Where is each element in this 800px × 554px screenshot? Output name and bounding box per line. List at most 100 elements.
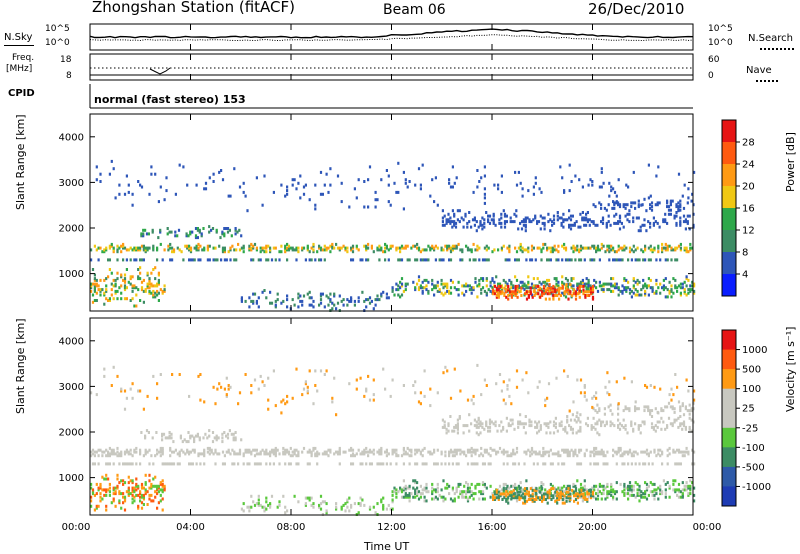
power-cell	[321, 248, 324, 252]
velocity-cell	[382, 507, 385, 511]
power-cell	[340, 246, 343, 250]
power-panel-frame	[89, 113, 694, 312]
velocity-cell	[583, 492, 586, 496]
power-cell	[114, 278, 117, 282]
power-cell	[485, 291, 488, 295]
velocity-cell	[193, 450, 196, 454]
velocity-cell	[547, 454, 551, 458]
power-cell	[578, 284, 581, 288]
power-cell	[142, 289, 145, 293]
power-cell	[380, 248, 383, 252]
velocity-cell	[533, 498, 536, 501]
velocity-cell	[287, 450, 291, 454]
velocity-cell	[416, 490, 419, 494]
velocity-cell	[230, 432, 233, 436]
velocity-cell	[474, 462, 477, 466]
velocity-cell	[528, 420, 531, 424]
velocity-cell	[543, 422, 546, 426]
power-cell	[527, 250, 530, 254]
velocity-cell	[453, 454, 456, 458]
velocity-cell	[110, 452, 113, 456]
velocity-cell	[421, 454, 424, 458]
velocity-cell	[436, 482, 439, 486]
power-cell	[97, 246, 100, 250]
power-cell	[122, 246, 125, 250]
velocity-cell	[572, 450, 575, 454]
power-cell	[671, 199, 674, 203]
power-cell	[140, 232, 143, 236]
velocity-cell	[174, 448, 177, 452]
power-cell	[644, 258, 647, 262]
power-cell	[476, 244, 479, 248]
velocity-cell	[278, 503, 281, 507]
velocity-cell	[139, 448, 142, 452]
velocity-cell	[544, 398, 547, 402]
power-cell	[189, 250, 193, 254]
velocity-cell	[604, 497, 607, 501]
velocity-cell	[612, 488, 615, 492]
power-cell	[478, 180, 481, 183]
power-cell	[481, 216, 484, 220]
velocity-cell	[419, 391, 422, 395]
power-cell	[636, 289, 639, 293]
power-cell	[639, 229, 642, 233]
power-cell	[376, 198, 379, 202]
velocity-cell	[342, 450, 345, 454]
power-cell	[572, 250, 575, 254]
power-cell	[191, 230, 194, 234]
power-cell	[408, 180, 411, 183]
velocity-cell	[355, 378, 358, 382]
velocity-cell	[558, 424, 561, 428]
power-cell	[445, 220, 448, 224]
velocity-cell	[148, 493, 151, 497]
power-cell	[558, 290, 561, 294]
power-cell	[448, 258, 451, 262]
power-cell	[167, 244, 170, 248]
power-cell	[642, 278, 645, 282]
power-cell	[215, 230, 218, 234]
velocity-cell	[621, 490, 624, 494]
power-cell	[331, 242, 334, 246]
velocity-cell	[448, 454, 451, 458]
velocity-cell	[312, 448, 315, 452]
power-cell	[131, 275, 134, 279]
velocity-cell	[508, 486, 511, 490]
velocity-cell	[466, 499, 470, 503]
power-cell	[687, 250, 690, 254]
velocity-cell	[677, 448, 681, 452]
power-cell	[465, 244, 468, 248]
velocity-cell	[391, 452, 394, 456]
velocity-cell	[613, 490, 617, 494]
velocity-cell	[321, 500, 324, 504]
velocity-cell	[263, 384, 266, 387]
power-cell	[280, 301, 283, 305]
power-cell	[617, 288, 620, 292]
power-cell	[120, 250, 123, 254]
velocity-cell	[615, 380, 618, 384]
power-cell	[472, 288, 475, 292]
power-cell	[581, 211, 584, 214]
velocity-cell	[417, 448, 421, 452]
power-cell	[116, 289, 119, 293]
velocity-cell	[131, 497, 134, 501]
velocity-cell	[613, 450, 617, 454]
velocity-cell	[653, 493, 656, 497]
power-cell	[617, 293, 620, 297]
power-cell	[632, 216, 635, 220]
velocity-cell	[632, 429, 635, 433]
power-cell	[514, 275, 517, 279]
power-cell	[291, 248, 294, 252]
velocity-cell	[172, 450, 176, 454]
power-cell	[116, 244, 119, 248]
velocity-cell	[380, 450, 383, 454]
power-cell	[365, 248, 368, 252]
power-cell	[408, 258, 411, 262]
power-cell	[493, 248, 496, 252]
velocity-cell	[549, 431, 552, 435]
power-cell	[274, 246, 277, 250]
power-cell	[661, 248, 664, 252]
power-cell	[651, 289, 654, 293]
velocity-cell	[455, 488, 458, 492]
velocity-cell	[110, 450, 113, 454]
velocity-cell	[528, 418, 531, 422]
